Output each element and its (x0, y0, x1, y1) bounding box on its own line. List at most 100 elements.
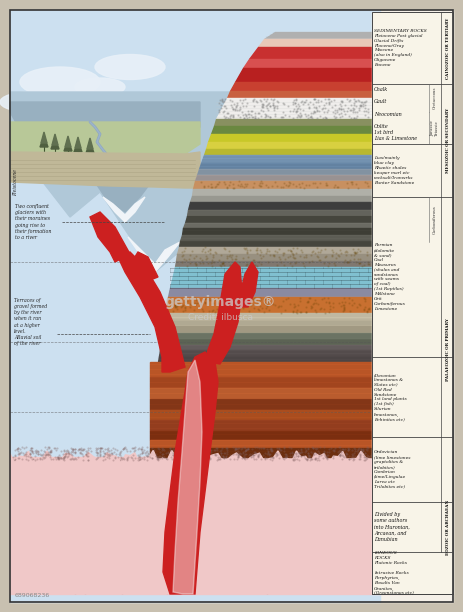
Point (275, 570, 283, 580)
Point (36, 533, 44, 543)
Point (268, 539, 275, 549)
Point (18, 458, 25, 468)
Point (349, 518, 357, 528)
Point (219, 543, 227, 553)
Point (309, 507, 316, 517)
Point (293, 308, 300, 318)
Point (220, 297, 227, 307)
Point (325, 444, 332, 453)
Point (47, 546, 54, 556)
Polygon shape (87, 138, 93, 149)
Point (62, 507, 69, 517)
Point (87, 551, 94, 561)
Point (368, 519, 375, 529)
Point (340, 304, 348, 314)
Point (333, 108, 340, 118)
Point (282, 488, 289, 498)
Point (297, 491, 304, 501)
Point (234, 562, 241, 572)
Point (243, 181, 250, 190)
Text: IGNEOUS
ROCKS
Plutonic Rocks

Intrusive Rocks
Porphyries,
Basalts Van
Granites,
: IGNEOUS ROCKS Plutonic Rocks Intrusive R… (374, 551, 414, 595)
Point (336, 553, 343, 563)
Point (107, 558, 114, 567)
Point (166, 543, 173, 553)
Point (345, 584, 353, 594)
Point (289, 573, 297, 583)
Point (42, 528, 50, 537)
Point (257, 501, 265, 511)
Point (18, 578, 25, 588)
Point (364, 105, 371, 114)
Point (241, 483, 248, 493)
Point (41, 447, 49, 457)
Point (260, 581, 267, 591)
Point (287, 449, 294, 458)
Point (345, 257, 352, 267)
Point (63, 446, 70, 456)
Point (325, 94, 332, 104)
Point (319, 524, 326, 534)
Point (302, 252, 310, 261)
Point (27, 443, 34, 453)
Point (321, 94, 329, 104)
Point (317, 255, 324, 265)
Point (216, 499, 223, 509)
Point (175, 514, 182, 524)
Point (195, 487, 203, 496)
Point (311, 534, 319, 544)
Point (113, 468, 120, 478)
Point (368, 453, 375, 463)
Point (346, 95, 354, 105)
Point (280, 112, 287, 122)
Point (245, 561, 252, 570)
Point (330, 491, 338, 501)
Point (335, 535, 343, 545)
Point (20, 443, 28, 453)
Point (282, 449, 289, 458)
Point (254, 545, 261, 555)
Point (198, 462, 205, 472)
Point (201, 446, 208, 456)
Point (264, 547, 271, 556)
Point (226, 510, 234, 520)
Point (217, 103, 225, 113)
Point (319, 517, 326, 526)
Point (183, 480, 190, 490)
Point (113, 476, 121, 486)
Point (240, 297, 247, 307)
Point (107, 488, 114, 498)
Point (95, 530, 102, 540)
Point (136, 454, 144, 464)
Point (234, 447, 241, 457)
Point (132, 490, 140, 499)
Point (69, 447, 76, 457)
Point (273, 494, 280, 504)
Point (281, 528, 288, 538)
Point (303, 526, 310, 536)
Point (297, 105, 304, 114)
Point (360, 529, 367, 539)
Point (289, 450, 297, 460)
Point (290, 302, 297, 312)
Point (324, 293, 332, 303)
Point (302, 95, 310, 105)
Point (57, 515, 64, 525)
Point (85, 573, 92, 583)
Point (329, 551, 336, 561)
Point (369, 537, 376, 547)
Point (94, 448, 101, 458)
Point (206, 554, 213, 564)
Point (267, 444, 275, 453)
Point (330, 302, 337, 312)
Point (354, 541, 361, 551)
Point (311, 577, 318, 586)
Point (299, 510, 306, 520)
Point (175, 297, 183, 307)
Point (268, 461, 275, 471)
Point (350, 98, 357, 108)
Point (269, 452, 276, 462)
Point (293, 244, 300, 253)
Point (282, 255, 289, 264)
Point (31, 455, 38, 465)
Point (79, 480, 87, 490)
